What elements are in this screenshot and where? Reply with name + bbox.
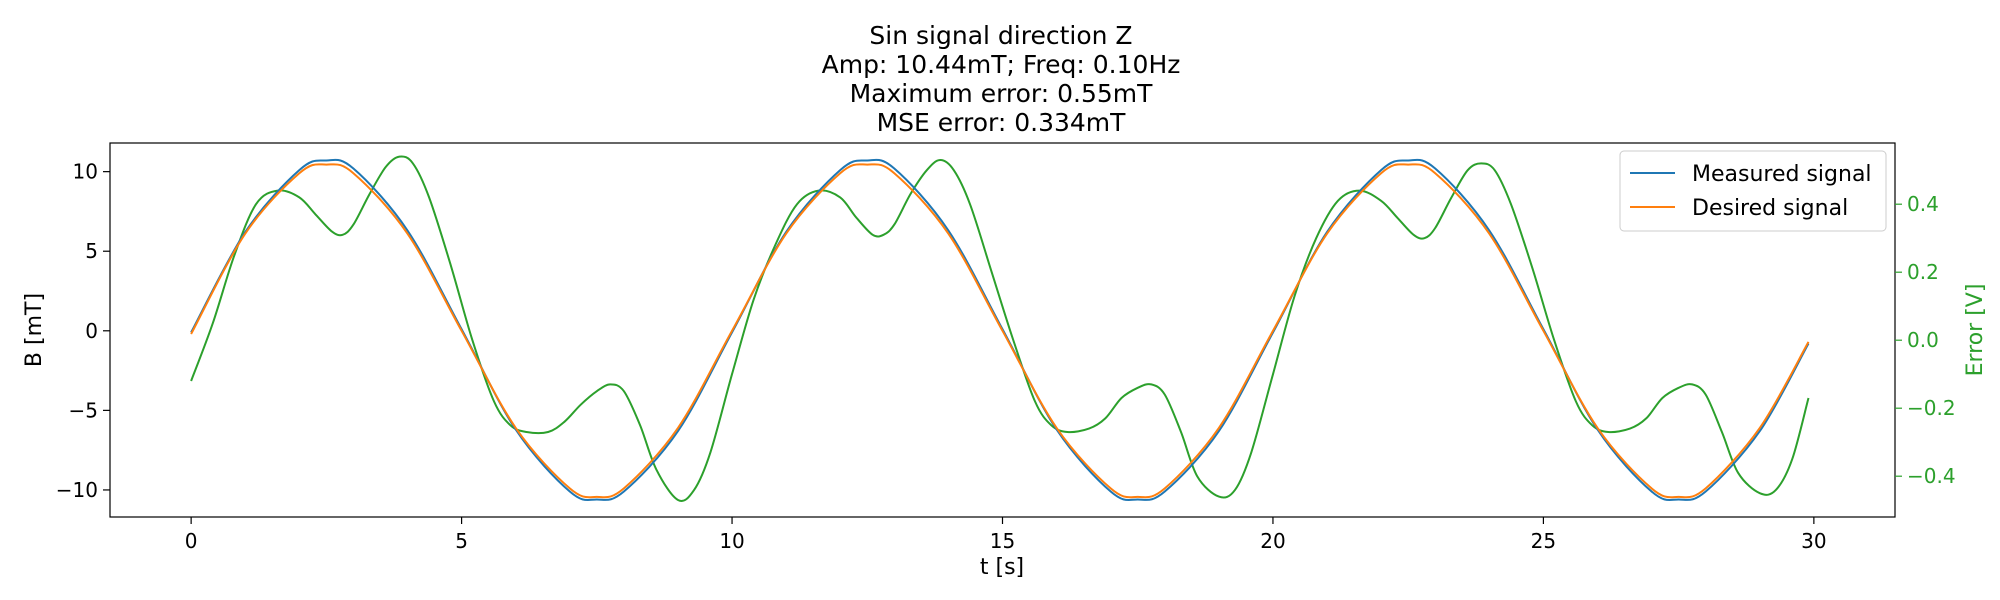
y-right-tick-label: 0.0	[1907, 328, 1939, 352]
x-tick-label: 10	[719, 529, 744, 553]
legend-label-desired: Desired signal	[1692, 196, 1848, 221]
x-axis: 0 5 10 15 20 25 30	[185, 517, 1827, 553]
title-line-3: Maximum error: 0.55mT	[850, 79, 1154, 108]
y-right-tick-label: −0.4	[1907, 464, 1956, 488]
y-tick-label: 0	[85, 319, 98, 343]
y-axis-right-label: Error [V]	[1963, 284, 1988, 377]
error-line	[190, 155, 1810, 502]
x-tick-label: 25	[1531, 529, 1556, 553]
y-tick-label: 5	[85, 239, 98, 263]
y-right-tick-label: −0.2	[1907, 396, 1956, 420]
y-right-tick-label: 0.4	[1907, 192, 1939, 216]
y-axis-left: −10 −5 0 5 10	[56, 160, 110, 502]
series-layer	[190, 155, 1810, 502]
title-line-4: MSE error: 0.334mT	[877, 108, 1127, 137]
desired-signal-line	[190, 163, 1810, 499]
x-tick-label: 5	[455, 529, 468, 553]
y-axis-label: B [mT]	[22, 293, 47, 367]
title-line-2: Amp: 10.44mT; Freq: 0.10Hz	[822, 50, 1181, 79]
y-tick-label: 10	[73, 160, 98, 184]
x-tick-label: 15	[990, 529, 1015, 553]
chart-title: Sin signal direction Z Amp: 10.44mT; Fre…	[822, 21, 1181, 137]
y-tick-label: −10	[56, 478, 98, 502]
x-tick-label: 20	[1260, 529, 1285, 553]
legend-box	[1619, 150, 1887, 232]
y-right-tick-label: 0.2	[1907, 260, 1939, 284]
x-axis-label: t [s]	[980, 555, 1024, 580]
y-axis-right: −0.4 −0.2 0.0 0.2 0.4	[1895, 192, 1956, 488]
title-line-1: Sin signal direction Z	[869, 21, 1132, 50]
x-tick-label: 30	[1801, 529, 1826, 553]
legend-label-measured: Measured signal	[1692, 162, 1872, 187]
y-tick-label: −5	[69, 398, 98, 422]
legend: Measured signal Desired signal	[1619, 150, 1887, 232]
x-tick-label: 0	[185, 529, 198, 553]
